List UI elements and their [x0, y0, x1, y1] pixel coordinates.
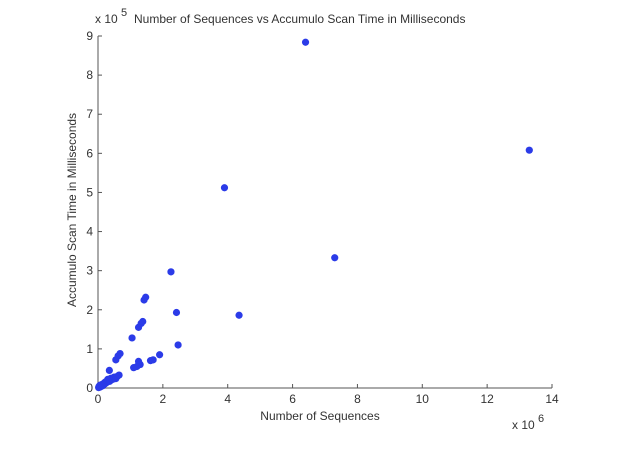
data-point [105, 366, 113, 374]
data-point [167, 268, 175, 276]
x-tick-label: 0 [95, 392, 102, 406]
data-point [220, 184, 229, 192]
x-tick-label: 4 [224, 392, 231, 406]
data-point [116, 349, 124, 358]
y-ticks: 0 1 2 3 4 5 6 7 8 9 [86, 29, 102, 395]
y-multiplier-exponent: 5 [121, 7, 127, 19]
y-tick-label: 3 [86, 264, 93, 278]
x-tick-label: 10 [416, 392, 430, 406]
data-point [156, 351, 164, 359]
x-tick-label: 8 [354, 392, 361, 406]
data-point [128, 334, 136, 342]
y-tick-label: 7 [86, 107, 93, 121]
x-tick-label: 2 [160, 392, 167, 406]
data-points [95, 38, 533, 392]
data-point [149, 356, 157, 364]
x-multiplier-base: x 10 [512, 418, 535, 432]
data-point [136, 360, 144, 369]
data-point [301, 38, 310, 46]
x-tick-label: 14 [545, 392, 559, 406]
data-point [142, 293, 150, 301]
y-tick-label: 6 [86, 146, 93, 160]
data-point [172, 308, 181, 317]
y-tick-label: 8 [86, 68, 93, 82]
y-axis-label: Accumulo Scan Time in Milliseconds [65, 113, 79, 307]
y-tick-label: 0 [86, 381, 93, 395]
data-point [139, 317, 147, 326]
y-tick-label: 4 [86, 225, 93, 239]
data-point [235, 311, 243, 319]
y-multiplier-base: x 10 [95, 12, 118, 26]
y-tick-label: 2 [86, 303, 93, 317]
y-tick-label: 1 [86, 342, 93, 356]
x-tick-label: 6 [289, 392, 296, 406]
y-axis-multiplier: x 10 5 [95, 7, 127, 26]
x-axis-label: Number of Sequences [260, 409, 379, 423]
x-axis-multiplier: x 10 6 [512, 413, 544, 432]
data-point [115, 371, 123, 379]
x-ticks: 0 2 4 6 8 10 12 14 [95, 384, 559, 406]
chart-title: Number of Sequences vs Accumulo Scan Tim… [134, 12, 465, 26]
x-tick-label: 12 [480, 392, 494, 406]
y-tick-label: 5 [86, 185, 93, 199]
data-point [525, 146, 533, 154]
data-point [331, 254, 339, 262]
y-tick-label: 9 [86, 29, 93, 43]
data-point [174, 341, 182, 349]
x-multiplier-exponent: 6 [538, 413, 544, 425]
